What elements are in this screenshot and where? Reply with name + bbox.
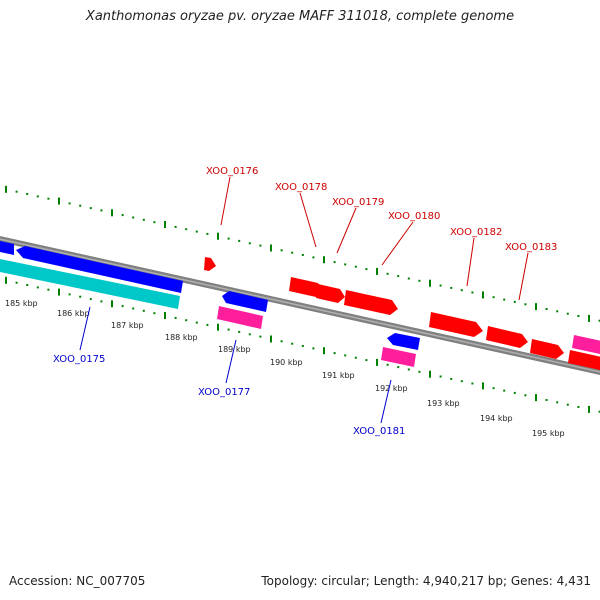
kbp-label: 188 kbp bbox=[165, 333, 198, 342]
gene-label-xoo-0182[interactable]: XOO_0182 bbox=[450, 227, 502, 238]
genome-summary-text: Topology: circular; Length: 4,940,217 bp… bbox=[261, 574, 591, 588]
rna-magenta-1[interactable] bbox=[217, 306, 263, 329]
gene-features bbox=[0, 241, 600, 370]
backbone-highlight bbox=[0, 238, 600, 373]
gene-xoo-0181[interactable] bbox=[387, 333, 420, 350]
gene-xoo-0180[interactable] bbox=[344, 290, 398, 315]
gene-label-xoo-0178[interactable]: XOO_0178 bbox=[275, 182, 327, 193]
kbp-label: 191 kbp bbox=[322, 371, 355, 380]
kbp-label: 185 kbp bbox=[5, 299, 38, 308]
kbp-label: 189 kbp bbox=[218, 345, 251, 354]
kbp-label: 186 kbp bbox=[57, 309, 90, 318]
inner-tick-track bbox=[5, 276, 600, 413]
forward-gene-labels: XOO_0176 XOO_0178 XOO_0179 XOO_0180 XOO_… bbox=[206, 166, 557, 301]
rna-magenta-right[interactable] bbox=[572, 335, 600, 354]
rna-cyan[interactable] bbox=[0, 259, 180, 309]
map-title: Xanthomonas oryzae pv. oryzae MAFF 31101… bbox=[85, 9, 515, 24]
accession-text: Accession: NC_007705 bbox=[9, 574, 146, 588]
gene-xoo-0177[interactable] bbox=[222, 291, 268, 312]
kbp-label: 195 kbp bbox=[532, 429, 565, 438]
rna-magenta-2[interactable] bbox=[381, 347, 416, 367]
kbp-label: 192 kbp bbox=[375, 384, 408, 393]
gene-xoo-0183[interactable] bbox=[486, 326, 528, 348]
gene-forward-edge[interactable] bbox=[568, 350, 600, 370]
gene-label-xoo-0179[interactable]: XOO_0179 bbox=[332, 197, 384, 208]
outer-tick-track bbox=[5, 185, 600, 322]
reverse-gene-labels: XOO_0175 XOO_0177 XOO_0181 bbox=[53, 306, 405, 437]
kbp-label: 187 kbp bbox=[111, 321, 144, 330]
gene-xoo-0175-upper[interactable] bbox=[16, 246, 183, 293]
gene-reverse[interactable] bbox=[0, 241, 14, 255]
gene-xoo-0182[interactable] bbox=[429, 312, 483, 337]
gene-label-xoo-0181[interactable]: XOO_0181 bbox=[353, 426, 405, 437]
gene-label-xoo-0175[interactable]: XOO_0175 bbox=[53, 354, 105, 365]
kbp-label: 193 kbp bbox=[427, 399, 460, 408]
gene-label-xoo-0176[interactable]: XOO_0176 bbox=[206, 166, 258, 177]
kbp-labels: 185 kbp 186 kbp 187 kbp 188 kbp 189 kbp … bbox=[5, 299, 565, 438]
gene-xoo-0179[interactable] bbox=[316, 284, 345, 303]
gene-xoo-0176[interactable] bbox=[204, 257, 216, 271]
kbp-label: 194 kbp bbox=[480, 414, 513, 423]
kbp-label: 190 kbp bbox=[270, 358, 303, 367]
gene-label-xoo-0180[interactable]: XOO_0180 bbox=[388, 211, 440, 222]
gene-label-xoo-0183[interactable]: XOO_0183 bbox=[505, 242, 557, 253]
gene-label-xoo-0177[interactable]: XOO_0177 bbox=[198, 387, 250, 398]
gene-xoo-0178[interactable] bbox=[289, 277, 323, 297]
gene-forward-right[interactable] bbox=[530, 339, 564, 359]
